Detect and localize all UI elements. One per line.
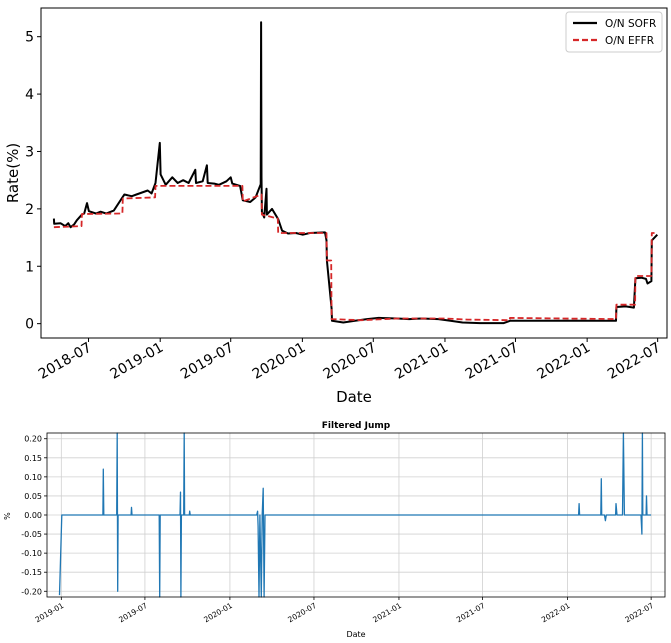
bottom-xtick-label: 2021-07 — [455, 601, 487, 625]
top-series-lines — [52, 21, 659, 325]
top-ytick-label: 1 — [25, 259, 34, 275]
top-plot-area — [40, 7, 668, 339]
series-line-filtered-jump — [58, 432, 652, 598]
bottom-xtick-label: 2022-01 — [540, 601, 572, 625]
top-ylabel: Rate(%) — [4, 143, 22, 203]
top-xtick-label: 2021-01 — [392, 340, 451, 383]
top-xtick-label: 2019-01 — [108, 340, 167, 383]
bottom-chart: Filtered Jump 0.20 0.15 0.10 0.05 0.00 -0.05 -… — [3, 421, 666, 639]
bottom-ytick-label: -0.10 — [21, 549, 42, 558]
bottom-ytick-label: -0.05 — [21, 530, 42, 539]
top-chart: 0 1 2 3 4 5 2018-07 2019-01 2019-07 2020-01 2020-0… — [4, 7, 668, 406]
bottom-xtick-label: 2020-07 — [286, 601, 318, 625]
top-tick-marks — [37, 36, 659, 342]
top-xlabel: Date — [336, 388, 372, 406]
top-ytick-label: 2 — [25, 202, 34, 218]
top-xtick-label: 2020-01 — [250, 340, 309, 383]
bottom-ytick-label: 0.05 — [24, 492, 42, 501]
top-xtick-label: 2019-07 — [178, 340, 237, 383]
top-xtick-label: 2018-07 — [36, 340, 95, 383]
top-xtick-label: 2021-07 — [463, 340, 522, 383]
legend-sofr-label: O/N SOFR — [605, 18, 656, 30]
bottom-ytick-label: -0.15 — [21, 568, 42, 577]
bottom-xtick-label: 2019-01 — [34, 601, 66, 625]
top-ytick-label: 4 — [25, 87, 34, 103]
bottom-series-lines — [58, 432, 652, 598]
bottom-xlabel: Date — [346, 630, 365, 639]
series-line-sofr — [52, 21, 659, 325]
top-xtick-label: 2022-07 — [605, 340, 664, 383]
bottom-xtick-label: 2022-07 — [623, 601, 655, 625]
top-ytick-label: 3 — [25, 144, 34, 160]
legend-effr-label: O/N EFFR — [605, 35, 654, 47]
bottom-title: Filtered Jump — [322, 421, 391, 431]
bottom-xtick-label: 2021-01 — [371, 601, 403, 625]
bottom-ytick-label: 0.10 — [24, 473, 42, 482]
bottom-plot-frame — [46, 432, 666, 598]
bottom-xtick-label: 2020-01 — [202, 601, 234, 625]
top-legend: O/N SOFR O/N EFFR — [565, 11, 663, 53]
bottom-ytick-label: -0.20 — [21, 587, 42, 596]
top-xtick-label: 2022-01 — [534, 340, 593, 383]
top-ytick-label: 0 — [25, 317, 34, 333]
bottom-ytick-label: 0.00 — [24, 511, 42, 520]
bottom-ytick-label: 0.15 — [24, 454, 42, 463]
top-ytick-label: 5 — [25, 30, 34, 46]
bottom-ytick-label: 0.20 — [24, 435, 42, 444]
bottom-xtick-label: 2019-07 — [117, 601, 149, 625]
bottom-ylabel: % — [3, 512, 12, 520]
top-xtick-label: 2020-07 — [321, 340, 380, 383]
series-line-effr — [53, 184, 658, 322]
